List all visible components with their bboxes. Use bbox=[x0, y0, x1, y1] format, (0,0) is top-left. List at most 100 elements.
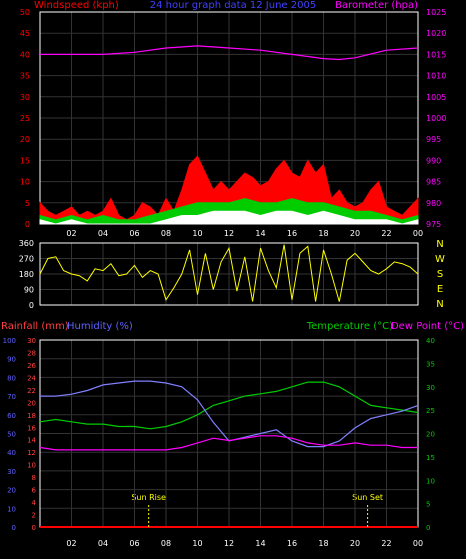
rain-tick-label: 4 bbox=[32, 499, 37, 507]
humidity-tick-label: 20 bbox=[7, 487, 16, 495]
wind-x-tick-label: 14 bbox=[255, 229, 265, 238]
rain-tick-label: 30 bbox=[27, 337, 36, 345]
rain-tick-label: 18 bbox=[27, 412, 36, 420]
temp-x-tick-label: 06 bbox=[129, 539, 139, 548]
compass-label: E bbox=[437, 284, 443, 295]
direction-tick-label: 360 bbox=[19, 239, 34, 248]
wind-x-tick-label: 12 bbox=[224, 229, 234, 238]
barometer-tick-label: 995 bbox=[426, 135, 441, 144]
dewpoint-axis-label: Dew Point (°C) bbox=[391, 321, 464, 332]
temp-x-tick-label: 08 bbox=[161, 539, 171, 548]
wind-x-tick-label: 20 bbox=[350, 229, 360, 238]
chart-title: 24 hour graph data 12 June 2005 bbox=[150, 0, 316, 11]
wind-tick-label: 15 bbox=[20, 156, 30, 165]
barometer-tick-label: 990 bbox=[426, 156, 441, 165]
temp-x-tick-label: 16 bbox=[287, 539, 297, 548]
rainfall-axis-label: Rainfall (mm) bbox=[1, 321, 69, 332]
temperature-line bbox=[39, 381, 419, 430]
temperature-tick-label: 5 bbox=[426, 501, 430, 509]
barometer-tick-label: 1005 bbox=[426, 93, 446, 102]
temp-x-tick-label: 00 bbox=[413, 539, 423, 548]
barometer-tick-label: 1025 bbox=[426, 8, 446, 17]
barometer-axis-label: Barometer (hpa) bbox=[335, 0, 418, 11]
sunset-label: Sun Set bbox=[352, 493, 383, 502]
humidity-tick-label: 50 bbox=[7, 431, 16, 439]
wind-tick-label: 50 bbox=[20, 8, 30, 17]
barometer-tick-label: 985 bbox=[426, 178, 441, 187]
dewpoint-line bbox=[39, 435, 418, 451]
humidity-tick-label: 30 bbox=[7, 468, 16, 476]
barometer-tick-label: 1015 bbox=[426, 50, 446, 59]
chart-marks: 0510152025303540455097598098599099510001… bbox=[3, 8, 447, 548]
wind-x-tick-label: 16 bbox=[287, 229, 297, 238]
wind-tick-label: 10 bbox=[20, 178, 30, 187]
temperature-tick-label: 40 bbox=[426, 337, 435, 345]
wind-x-tick-label: 22 bbox=[381, 229, 391, 238]
humidity-tick-label: 60 bbox=[7, 412, 16, 420]
wind-x-tick-label: 04 bbox=[98, 229, 108, 238]
barometer-tick-label: 1020 bbox=[426, 29, 446, 38]
humidity-tick-label: 40 bbox=[7, 449, 16, 457]
wind-x-tick-label: 08 bbox=[161, 229, 171, 238]
humidity-tick-label: 0 bbox=[12, 524, 16, 532]
rain-tick-label: 12 bbox=[27, 449, 36, 457]
rain-tick-label: 16 bbox=[27, 424, 36, 432]
wind-x-tick-label: 02 bbox=[66, 229, 76, 238]
wind-tick-label: 30 bbox=[20, 93, 30, 102]
rain-tick-label: 2 bbox=[32, 512, 36, 520]
barometer-line bbox=[40, 45, 419, 61]
wind-tick-label: 25 bbox=[20, 114, 30, 123]
compass-label: S bbox=[437, 269, 443, 280]
rain-tick-label: 26 bbox=[27, 362, 36, 370]
rain-tick-label: 24 bbox=[27, 374, 36, 382]
temp-x-tick-label: 18 bbox=[318, 539, 328, 548]
humidity-tick-label: 80 bbox=[7, 374, 16, 382]
temperature-tick-label: 15 bbox=[426, 454, 435, 462]
temp-x-tick-label: 12 bbox=[224, 539, 234, 548]
wind-tick-label: 0 bbox=[25, 220, 30, 229]
humidity-axis-label: Humidity (%) bbox=[67, 321, 133, 332]
humidity-tick-label: 90 bbox=[7, 356, 16, 364]
temp-x-tick-label: 04 bbox=[98, 539, 108, 548]
temp-x-tick-label: 14 bbox=[255, 539, 265, 548]
rain-tick-label: 28 bbox=[27, 349, 36, 357]
temp-x-tick-label: 02 bbox=[66, 539, 76, 548]
temp-x-tick-label: 22 bbox=[381, 539, 391, 548]
wind-direction-line bbox=[39, 244, 419, 302]
direction-tick-label: 0 bbox=[29, 301, 34, 310]
temperature-axis-label: Temperature (°C) bbox=[306, 321, 393, 332]
wind-x-tick-label: 10 bbox=[192, 229, 202, 238]
rain-tick-label: 22 bbox=[27, 387, 36, 395]
sunrise-label: Sun Rise bbox=[131, 493, 166, 502]
barometer-tick-label: 975 bbox=[426, 220, 441, 229]
humidity-tick-label: 70 bbox=[7, 393, 16, 401]
wind-tick-label: 35 bbox=[20, 72, 30, 81]
temp-x-tick-label: 10 bbox=[192, 539, 202, 548]
wind-tick-label: 5 bbox=[25, 199, 30, 208]
wind-x-tick-label: 06 bbox=[129, 229, 139, 238]
temp-x-tick-label: 20 bbox=[350, 539, 360, 548]
direction-tick-label: 180 bbox=[19, 270, 34, 279]
rain-tick-label: 20 bbox=[27, 399, 36, 407]
temperature-tick-label: 10 bbox=[426, 477, 435, 485]
temperature-tick-label: 35 bbox=[426, 360, 435, 368]
rain-tick-label: 10 bbox=[27, 462, 36, 470]
wind-x-tick-label: 18 bbox=[318, 229, 328, 238]
compass-label: W bbox=[435, 254, 445, 265]
humidity-tick-label: 100 bbox=[3, 337, 16, 345]
wind-tick-label: 40 bbox=[20, 50, 30, 59]
wind-tick-label: 20 bbox=[20, 135, 30, 144]
wind-tick-label: 45 bbox=[20, 29, 30, 38]
barometer-tick-label: 1000 bbox=[426, 114, 446, 123]
wind-axis-label: Windspeed (kph) bbox=[34, 0, 119, 11]
wind-x-tick-label: 00 bbox=[413, 229, 423, 238]
temperature-tick-label: 0 bbox=[426, 524, 430, 532]
rain-tick-label: 0 bbox=[32, 524, 36, 532]
compass-label: N bbox=[436, 299, 443, 310]
temperature-tick-label: 20 bbox=[426, 431, 435, 439]
compass-label: N bbox=[436, 239, 443, 250]
barometer-tick-label: 1010 bbox=[426, 72, 446, 81]
